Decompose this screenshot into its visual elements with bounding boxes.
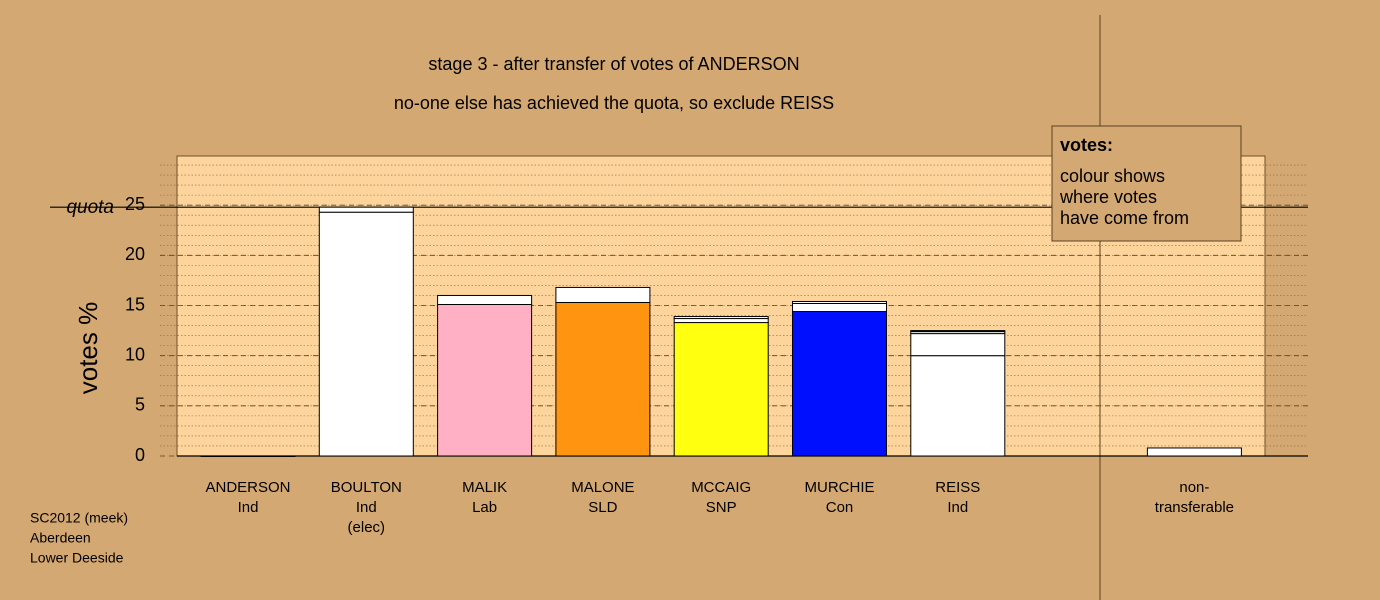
bar-segment <box>555 301 651 457</box>
legend-box <box>1051 125 1242 242</box>
x-tick-label: MALONE <box>571 479 634 496</box>
y-tick-label: 25 <box>125 194 145 214</box>
bar-segment <box>673 322 769 457</box>
x-tick-label: Lab <box>472 499 497 516</box>
bar-segment <box>200 455 296 457</box>
quota-label: quota <box>66 197 114 218</box>
footer-text: SC2012 (meek) <box>30 510 128 526</box>
bar-segment <box>318 211 414 457</box>
x-tick-label: MCCAIG <box>691 479 751 496</box>
y-tick-label: 20 <box>125 244 145 264</box>
bar-segment <box>673 318 769 324</box>
x-tick-label: non- <box>1179 479 1209 496</box>
y-axis-label: votes % <box>73 302 103 395</box>
x-tick-label: Con <box>826 499 854 516</box>
legend-text: where votes <box>1059 187 1157 207</box>
bar-segment <box>1146 447 1242 457</box>
y-tick-label: 5 <box>135 395 145 415</box>
x-tick-label: transferable <box>1155 499 1234 516</box>
x-tick-label: Ind <box>238 499 259 516</box>
legend-title: votes: <box>1060 135 1113 155</box>
footer-text: Aberdeen <box>30 530 91 546</box>
bar-segment <box>792 300 887 304</box>
bar-segment <box>673 316 769 320</box>
x-tick-label: SLD <box>588 499 617 516</box>
x-tick-label: REISS <box>935 479 980 496</box>
x-tick-label: ANDERSON <box>205 479 290 496</box>
x-tick-label: SNP <box>706 499 737 516</box>
bar-segment <box>437 303 533 457</box>
bar-segment <box>910 330 1006 333</box>
x-tick-label: Ind <box>947 499 968 516</box>
chart-subtitle: no-one else has achieved the quota, so e… <box>394 93 834 113</box>
x-tick-label: MALIK <box>462 479 507 496</box>
legend-text: have come from <box>1060 208 1189 228</box>
footer-text: Lower Deeside <box>30 550 124 566</box>
chart-title: stage 3 - after transfer of votes of AND… <box>428 54 799 74</box>
y-tick-label: 15 <box>125 294 145 314</box>
y-tick-label: 10 <box>125 344 145 364</box>
bar-segment <box>555 286 651 303</box>
bar-segment <box>910 333 1006 357</box>
legend-text: colour shows <box>1060 166 1165 186</box>
bar-segment <box>318 206 414 213</box>
x-tick-label: BOULTON <box>331 479 402 496</box>
x-tick-label: Ind <box>356 499 377 516</box>
x-tick-label: MURCHIE <box>805 479 875 496</box>
x-tick-label: (elec) <box>348 519 386 536</box>
y-tick-label: 0 <box>135 445 145 465</box>
bar-segment <box>792 302 887 313</box>
bar-segment <box>437 294 533 305</box>
bar-segment <box>910 355 1006 457</box>
bar-segment <box>792 311 887 457</box>
